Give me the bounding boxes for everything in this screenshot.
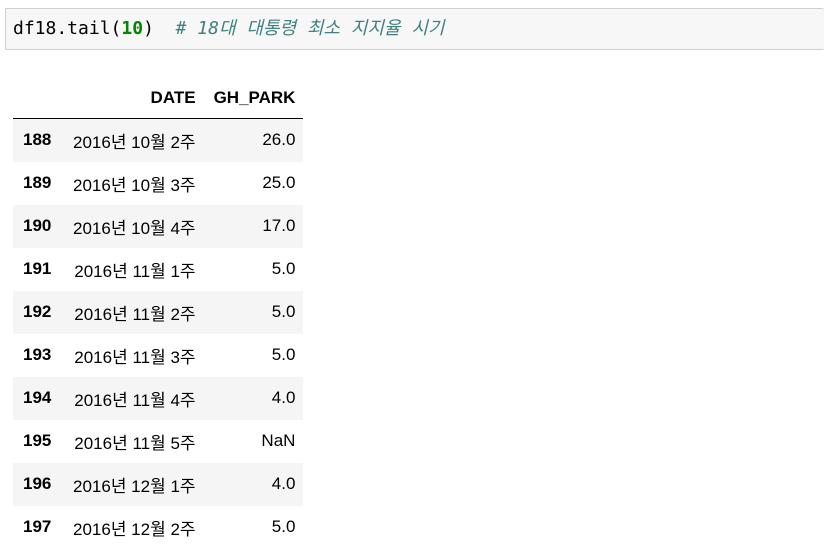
table-row: 189 2016년 10월 3주 25.0 (13, 162, 303, 205)
code-cell-input[interactable]: df18.tail(10) # 18대 대통령 최소 지지율 시기 (5, 8, 824, 50)
row-index: 193 (23, 345, 52, 364)
row-index: 189 (23, 173, 52, 192)
value-cell: 4.0 (271, 474, 296, 493)
value-cell: 4.0 (271, 388, 296, 407)
value-cell: 5.0 (271, 345, 296, 364)
value-cell: NaN (261, 431, 296, 450)
row-index: 192 (23, 302, 52, 321)
value-cell: 25.0 (262, 173, 296, 192)
row-index: 191 (23, 259, 52, 278)
table-row: 196 2016년 12월 1주 4.0 (13, 462, 304, 506)
table-header-row: DATE GH_PARK (13, 77, 304, 119)
table-row: 188 2016년 10월 2주 26.0 (13, 118, 304, 162)
table-row: 192 2016년 11월 2주 5.0 (13, 290, 304, 334)
row-index: 195 (23, 431, 52, 450)
table-row: 193 2016년 11월 3주 5.0 (13, 334, 303, 377)
row-index: 196 (23, 474, 52, 493)
code-comment: # 18대 대통령 최소 지지율 시기 (175, 18, 445, 39)
date-cell: 2016년 11월 2주 (74, 304, 196, 324)
index-header (13, 77, 63, 119)
column-header-date: DATE (63, 77, 204, 119)
value-cell: 5.0 (271, 302, 296, 321)
dataframe-table: DATE GH_PARK 188 2016년 10월 2주 26.0 189 2… (13, 77, 304, 549)
date-cell: 2016년 12월 2주 (73, 519, 196, 539)
table-row: 194 2016년 11월 4주 4.0 (13, 376, 304, 420)
value-cell: 5.0 (271, 517, 296, 536)
date-cell: 2016년 11월 3주 (74, 347, 196, 367)
table-row: 191 2016년 11월 1주 5.0 (13, 248, 303, 291)
date-cell: 2016년 10월 3주 (73, 175, 196, 195)
row-index: 188 (23, 130, 52, 150)
row-index: 190 (23, 216, 52, 235)
row-index: 197 (23, 517, 52, 536)
date-cell: 2016년 11월 1주 (74, 261, 196, 281)
date-cell: 2016년 10월 4주 (73, 218, 196, 238)
code-close-paren: ) (143, 18, 154, 39)
date-cell: 2016년 11월 4주 (74, 390, 196, 410)
code-number: 10 (121, 18, 144, 39)
date-cell: 2016년 11월 5주 (74, 433, 196, 453)
table-row: 197 2016년 12월 2주 5.0 (13, 506, 303, 549)
column-header-gh-park: GH_PARK (203, 77, 304, 119)
code-text: df18.tail( (13, 18, 122, 39)
table-row: 190 2016년 10월 4주 17.0 (13, 204, 304, 248)
value-cell: 17.0 (262, 216, 296, 235)
row-index: 194 (23, 388, 52, 407)
date-cell: 2016년 12월 1주 (73, 476, 196, 496)
table-row: 195 2016년 11월 5주 NaN (13, 420, 303, 463)
cell-output: DATE GH_PARK 188 2016년 10월 2주 26.0 189 2… (13, 77, 304, 549)
value-cell: 5.0 (271, 259, 296, 278)
date-cell: 2016년 10월 2주 (73, 132, 196, 152)
value-cell: 26.0 (262, 130, 296, 150)
